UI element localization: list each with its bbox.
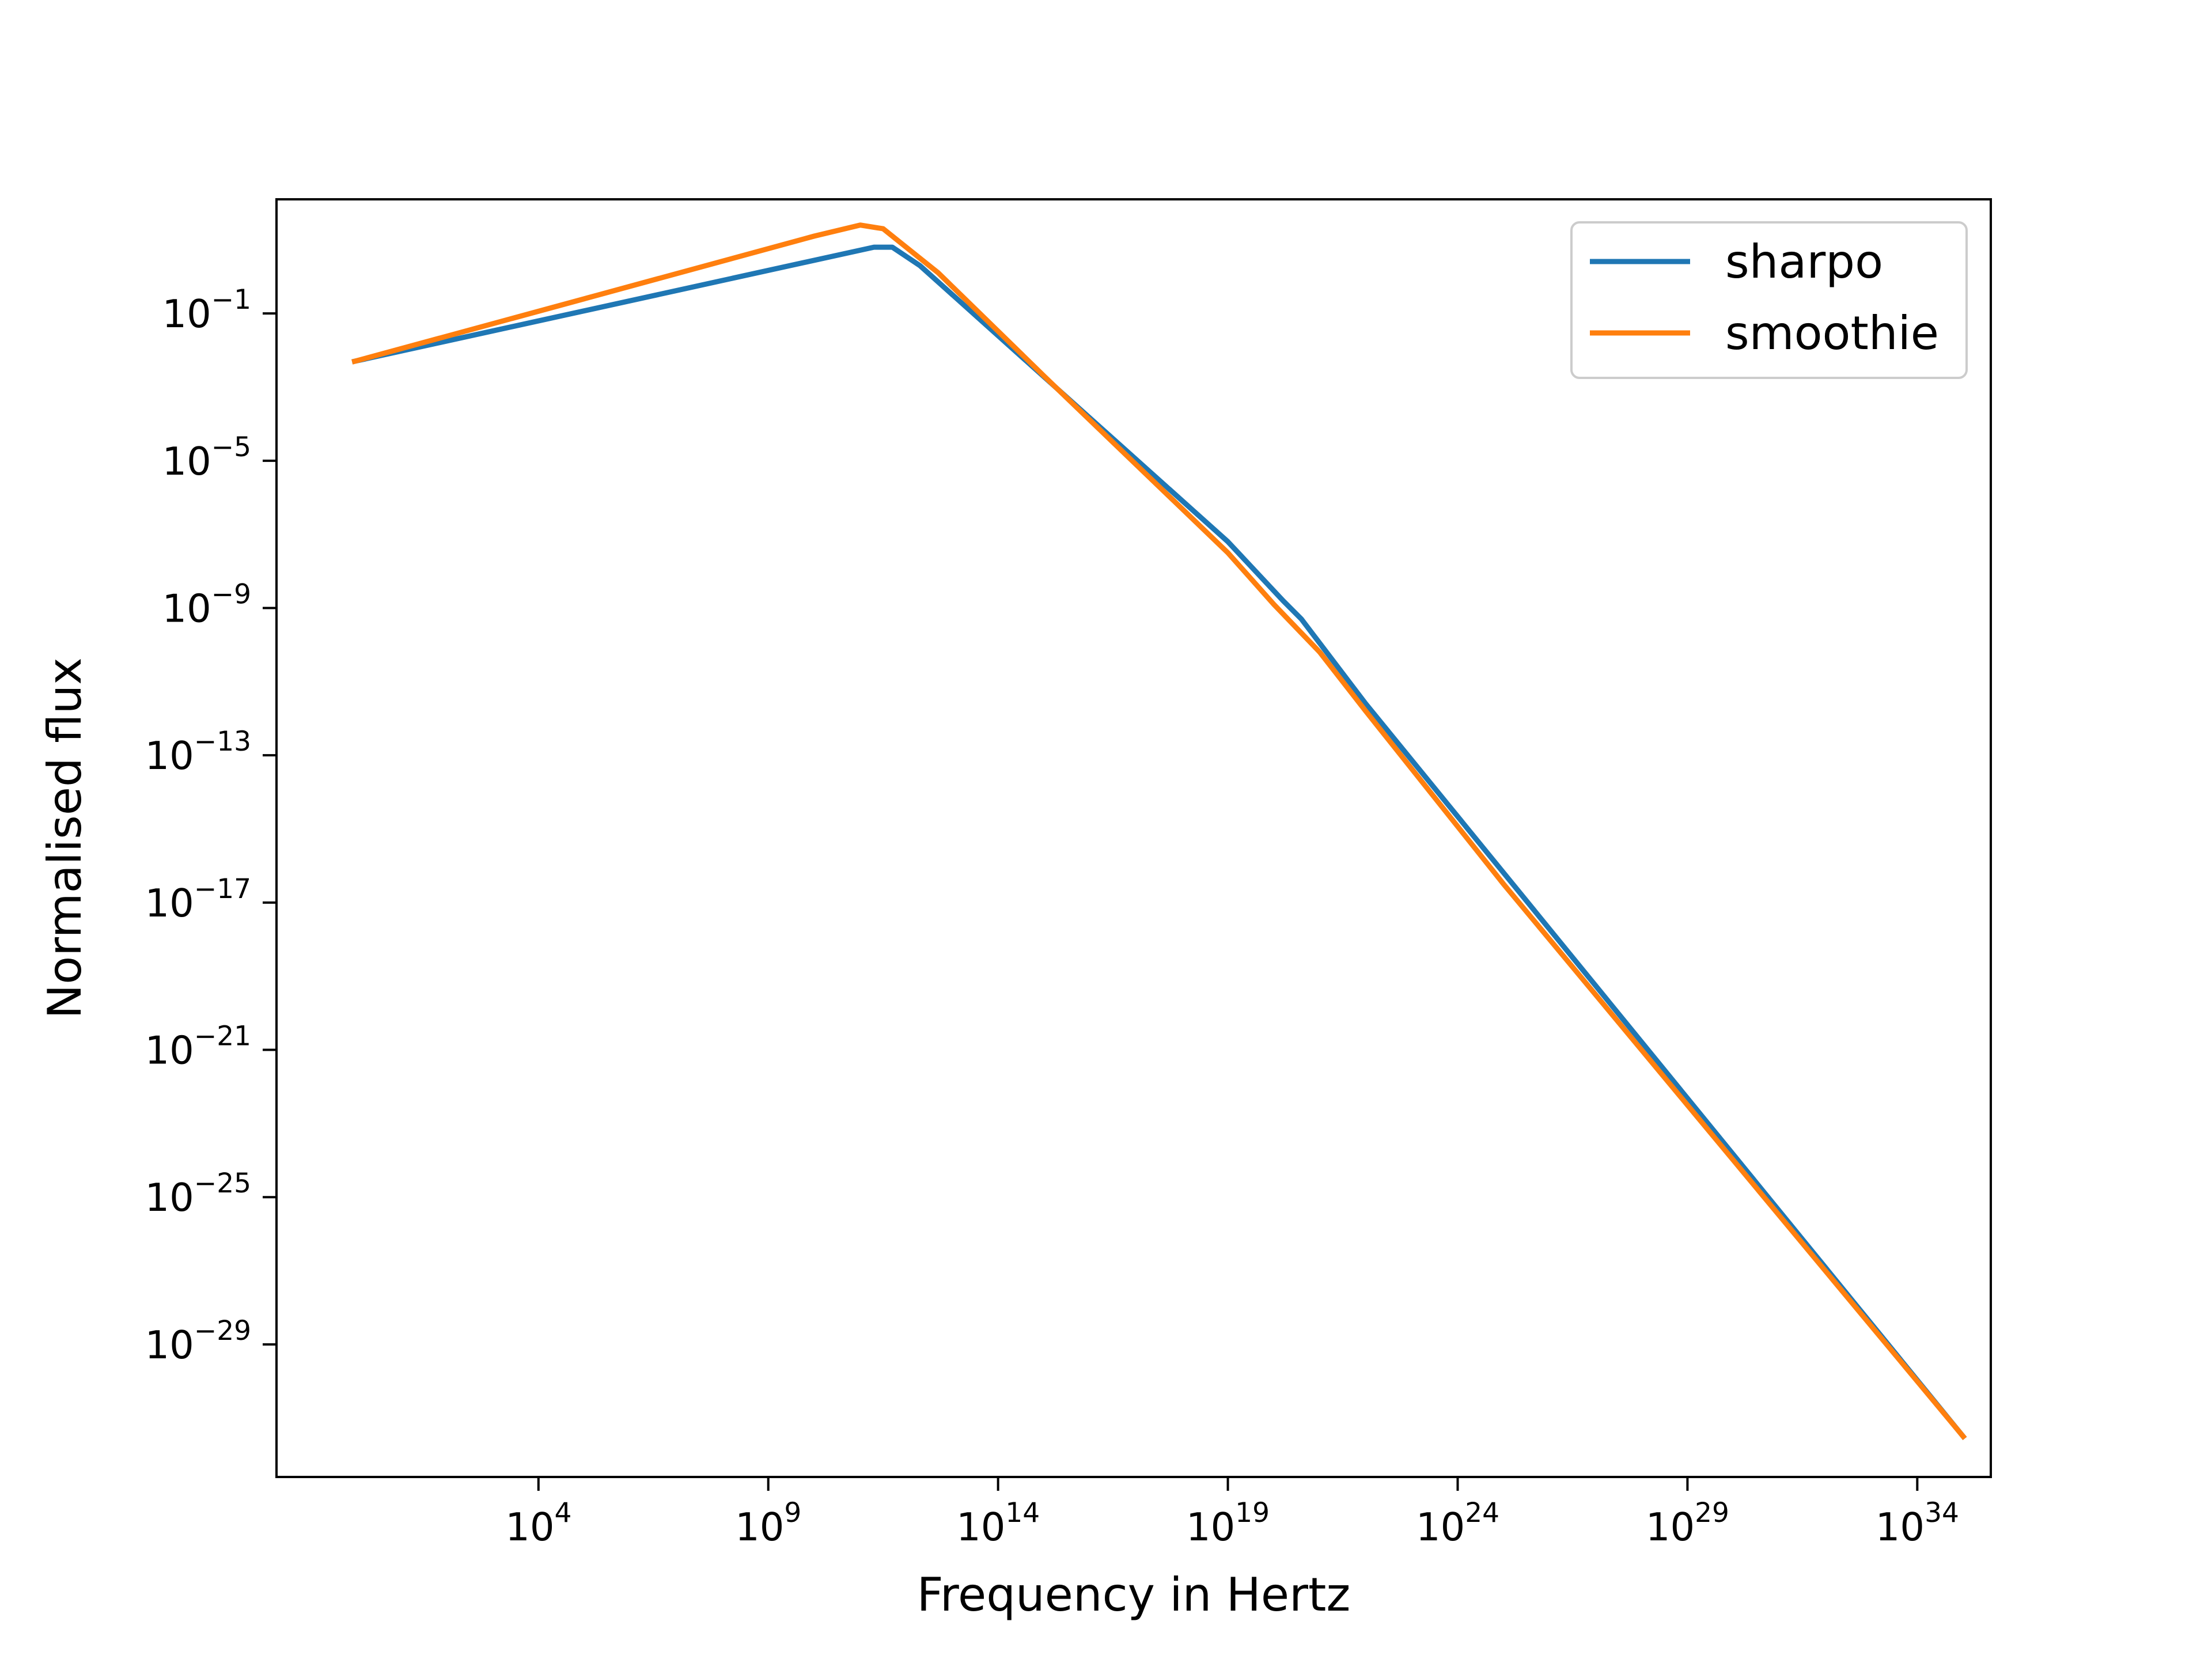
x-tick-exponent: 29 — [1695, 1497, 1729, 1529]
x-tick-base: 10 — [1876, 1505, 1925, 1550]
y-tick-label: 10−17 — [145, 873, 251, 926]
legend: sharpo smoothie — [1570, 221, 1968, 379]
x-axis-ticks: 104 109 1014 1019 1024 1029 1034 — [505, 1477, 1959, 1550]
y-tick-exponent: −5 — [211, 431, 251, 463]
x-tick-label: 1034 — [1876, 1497, 1959, 1550]
y-tick-base: 10 — [145, 1028, 194, 1073]
y-tick-base: 10 — [145, 881, 194, 926]
x-tick-label: 1024 — [1416, 1497, 1499, 1550]
x-tick-base: 10 — [505, 1505, 554, 1550]
x-tick-label: 1029 — [1646, 1497, 1729, 1550]
y-tick-exponent: −13 — [194, 726, 251, 757]
x-tick-base: 10 — [1186, 1505, 1235, 1550]
y-tick-label: 10−13 — [145, 726, 251, 778]
y-tick-base: 10 — [145, 733, 194, 778]
y-tick-exponent: −25 — [194, 1168, 251, 1199]
plot-background — [276, 199, 1991, 1477]
series-line-sharpo — [351, 244, 1967, 1441]
y-tick-base: 10 — [145, 1175, 194, 1220]
y-tick-exponent: −17 — [194, 873, 251, 905]
y-tick-exponent: −1 — [211, 284, 251, 316]
y-tick-base: 10 — [162, 291, 211, 336]
y-axis-label: Normalised flux — [38, 657, 92, 1018]
x-tick-exponent: 24 — [1465, 1497, 1499, 1529]
x-tick-label: 104 — [505, 1497, 571, 1550]
plot-area — [276, 199, 1991, 1477]
legend-label-smoothie: smoothie — [1725, 306, 1939, 360]
x-tick-exponent: 9 — [784, 1497, 801, 1529]
x-tick-label: 1014 — [956, 1497, 1040, 1550]
y-tick-label: 10−29 — [145, 1315, 251, 1368]
y-tick-label: 10−1 — [162, 284, 251, 336]
legend-label-sharpo: sharpo — [1725, 235, 1883, 289]
plot-frame — [275, 198, 1992, 1478]
x-tick-base: 10 — [1416, 1505, 1465, 1550]
y-tick-exponent: −21 — [194, 1021, 251, 1052]
y-tick-label: 10−9 — [162, 579, 251, 631]
y-tick-base: 10 — [145, 1323, 194, 1368]
x-tick-exponent: 4 — [554, 1497, 571, 1529]
x-tick-base: 10 — [735, 1505, 784, 1550]
series-line-smoothie — [351, 222, 1967, 1441]
y-tick-label: 10−21 — [145, 1021, 251, 1073]
y-tick-label: 10−5 — [162, 431, 251, 484]
x-tick-exponent: 19 — [1235, 1497, 1270, 1529]
x-tick-exponent: 34 — [1925, 1497, 1959, 1529]
x-tick-exponent: 14 — [1005, 1497, 1040, 1529]
x-tick-label: 109 — [735, 1497, 801, 1550]
x-tick-base: 10 — [1646, 1505, 1695, 1550]
y-tick-base: 10 — [162, 586, 211, 631]
y-tick-exponent: −29 — [194, 1315, 251, 1347]
x-tick-base: 10 — [956, 1505, 1005, 1550]
x-tick-label: 1019 — [1186, 1497, 1270, 1550]
y-tick-exponent: −9 — [211, 579, 251, 611]
series-layer — [351, 222, 1967, 1441]
x-axis-label: Frequency in Hertz — [917, 1568, 1351, 1622]
y-tick-label: 10−25 — [145, 1168, 251, 1220]
y-tick-base: 10 — [162, 439, 211, 484]
